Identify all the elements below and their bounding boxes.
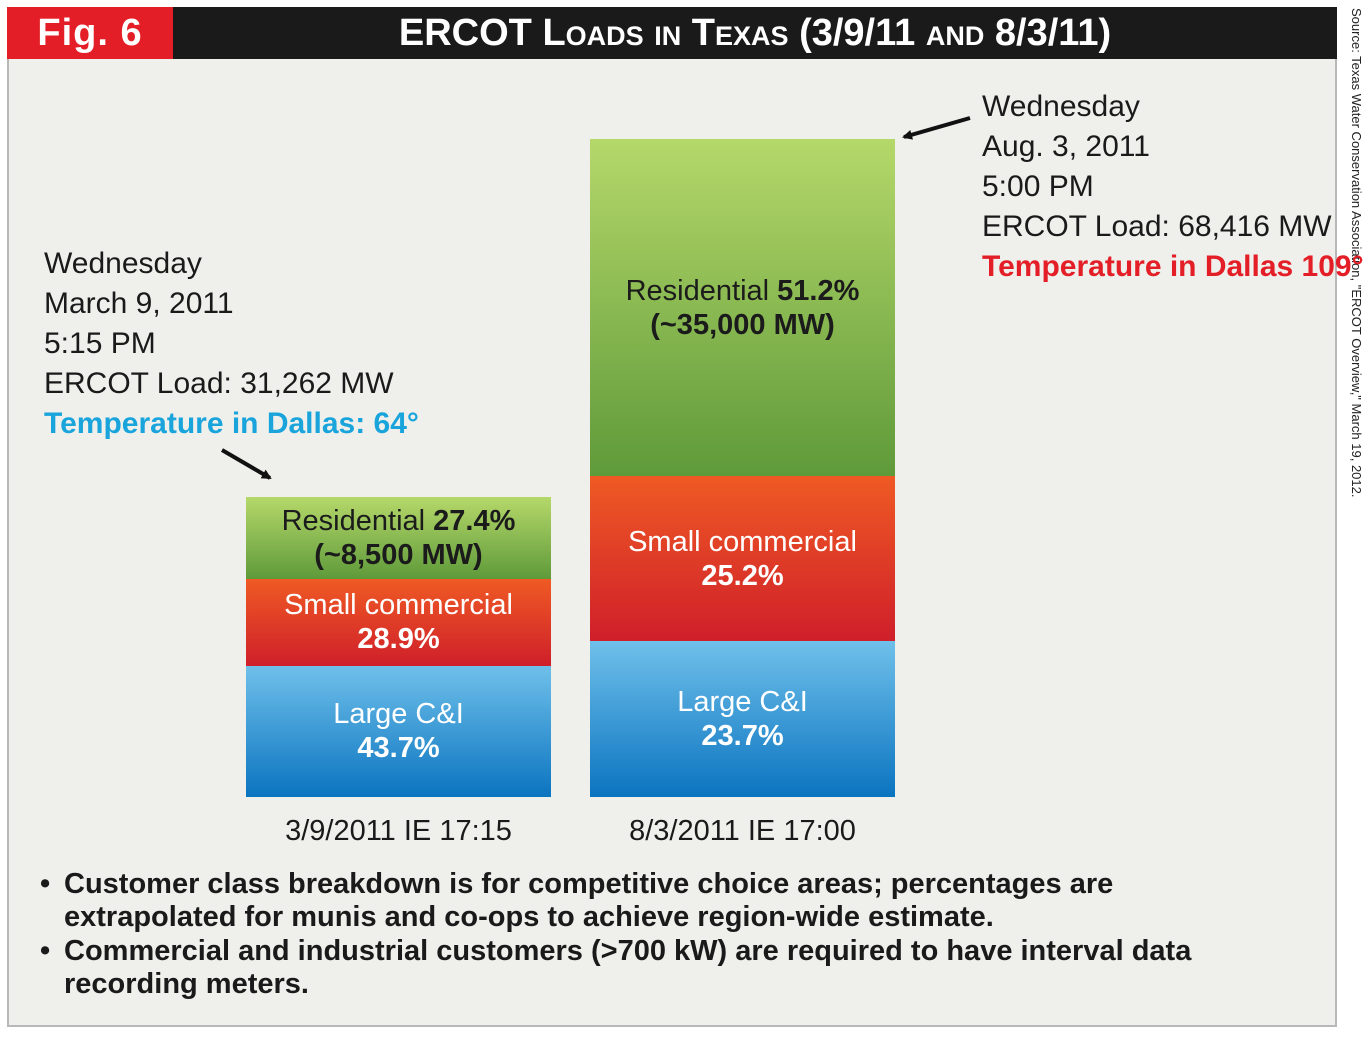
source-note: Source: Texas Water Conservation Associa… <box>1349 8 1364 498</box>
x-tick-label-march: 3/9/2011 IE 17:15 <box>285 815 512 847</box>
annotation-august-day: Wednesday <box>982 90 1140 123</box>
bar1-large-ci-pct: 43.7% <box>357 732 440 765</box>
bar1-residential-mw: (~8,500 MW) <box>314 538 483 571</box>
bar2-large-ci-segment: Large C&I 23.7% <box>590 641 895 797</box>
bar1-small-commercial-pct: 28.9% <box>357 623 440 656</box>
header-bar <box>7 7 1337 59</box>
annotation-march: Wednesday March 9, 2011 5:15 PM ERCOT Lo… <box>44 244 419 444</box>
annotation-march-load: ERCOT Load: 31,262 MW <box>44 367 394 400</box>
x-tick-label-august: 8/3/2011 IE 17:00 <box>629 815 856 847</box>
figure-label: Fig. 6 <box>7 7 173 59</box>
annotation-august-load: ERCOT Load: 68,416 MW <box>982 210 1332 243</box>
annotation-march-day: Wednesday <box>44 247 202 280</box>
bar1-small-commercial-segment: Small commercial 28.9% <box>246 579 551 666</box>
annotation-august-temperature: Temperature in Dallas 109° <box>982 250 1364 283</box>
bar1-residential-label: Residential <box>281 504 426 537</box>
annotation-august-time: 5:00 PM <box>982 170 1094 203</box>
annotation-march-temperature: Temperature in Dallas: 64° <box>44 407 419 440</box>
bar2-large-ci-pct: 23.7% <box>701 720 784 753</box>
arrow-march <box>220 448 272 480</box>
note-item: Commercial and industrial customers (>70… <box>40 935 1240 1001</box>
annotation-august-date: Aug. 3, 2011 <box>982 130 1150 163</box>
bar1-large-ci-label: Large C&I <box>333 698 464 731</box>
arrow-august <box>902 116 971 140</box>
bar2-small-commercial-pct: 25.2% <box>701 559 784 592</box>
chart-title: ERCOT Loads in Texas (3/9/11 and 8/3/11) <box>398 12 1112 54</box>
bar1-small-commercial-label: Small commercial <box>284 589 513 622</box>
annotation-march-date: March 9, 2011 <box>44 287 234 320</box>
bar2-residential-mw: (~35,000 MW) <box>650 308 835 341</box>
note-item: Customer class breakdown is for competit… <box>40 868 1240 934</box>
bar2-small-commercial-segment: Small commercial 25.2% <box>590 475 895 642</box>
bar2-residential-line: Residential 51.2% <box>626 274 860 308</box>
annotation-march-time: 5:15 PM <box>44 327 156 360</box>
bar2-large-ci-label: Large C&I <box>677 686 808 719</box>
bar2-small-commercial-label: Small commercial <box>628 525 857 558</box>
bar2-residential-segment: Residential 51.2% (~35,000 MW) <box>590 139 895 476</box>
bar2-residential-label: Residential <box>625 274 770 307</box>
notes-list: Customer class breakdown is for competit… <box>40 868 1240 1002</box>
bar1-residential-segment: Residential 27.4% (~8,500 MW) <box>246 496 551 580</box>
bar1-residential-pct: 27.4% <box>433 504 516 537</box>
bar1-residential-line: Residential 27.4% <box>282 504 516 538</box>
bar1-large-ci-segment: Large C&I 43.7% <box>246 665 551 797</box>
bar2-residential-pct: 51.2% <box>777 274 860 307</box>
annotation-august: Wednesday Aug. 3, 2011 5:00 PM ERCOT Loa… <box>982 87 1364 287</box>
